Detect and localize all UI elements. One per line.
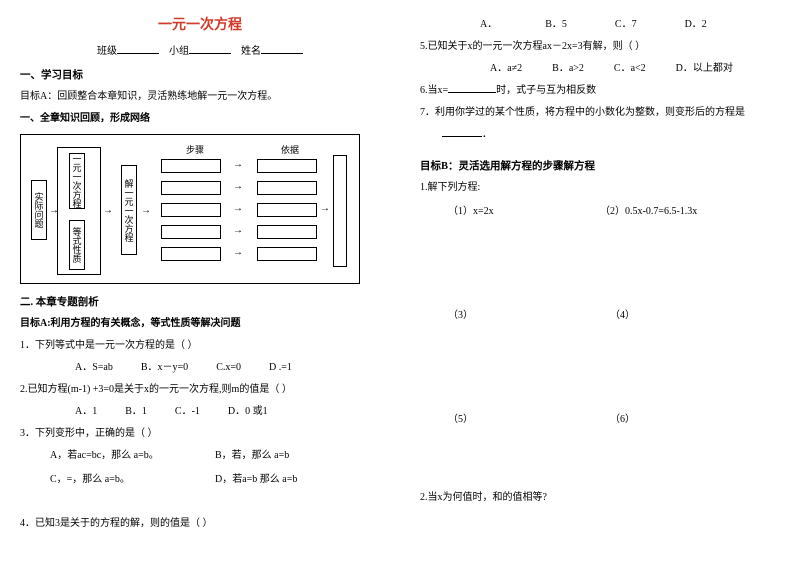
q2-c: C．-1 [175, 403, 200, 421]
b1-sub6: （6） [600, 411, 780, 429]
question-4: 4．已知3是关于的方程的解，则的值是（ ） [20, 515, 380, 533]
q1-b: B．x－y=0 [141, 359, 188, 377]
q6-pre: 6.当x= [420, 85, 448, 96]
goal-a-line: 目标A：回顾整合本章知识，灵活熟练地解一元一次方程。 [20, 88, 380, 106]
group-blank[interactable] [189, 44, 231, 54]
diag-label-basis: 依据 [281, 143, 299, 156]
q2-b: B．1 [125, 403, 147, 421]
page-title: 一元一次方程 [20, 14, 380, 34]
question-1-choices: A．S=ab B．x－y=0 C.x=0 D .=1 [20, 359, 380, 377]
question-6: 6.当x= 时，式子与互为相反数 [420, 82, 780, 100]
diag-step-box [161, 159, 221, 173]
question-7: 7．利用你学过的某个性质，将方程中的小数化为整数，则变形后的方程是 [420, 104, 780, 122]
b1-sub2: （2）0.5x-0.7=6.5-1.3x [600, 203, 780, 221]
diag-result-box [333, 155, 347, 267]
b1-sub5: （5） [420, 411, 600, 429]
arrow-icon: → [320, 203, 330, 214]
question-2-choices: A．1 B．1 C．-1 D．0 或1 [20, 403, 380, 421]
arrow-icon: → [233, 203, 243, 214]
arrow-icon: → [233, 247, 243, 258]
diag-box-topic: 实际问题 [31, 180, 47, 240]
knowledge-diagram: 实际问题 一元一次方程 等式性质 解一元一次方程 → → → 步骤 依据 → →… [20, 134, 360, 284]
group-label: 小组 [169, 46, 189, 57]
q4-b: B．5 [545, 16, 567, 34]
question-5-choices: A．a≠2 B．a>2 C．a<2 D．以上都对 [420, 60, 780, 78]
section-2-heading: 一、全章知识回顾，形成网络 [20, 110, 380, 128]
arrow-icon: → [49, 205, 59, 216]
q2-d: D．0 或1 [228, 403, 268, 421]
arrow-icon: → [233, 159, 243, 170]
q5-b: B．a>2 [552, 60, 584, 78]
diag-basis-box [257, 225, 317, 239]
q3-a: A，若ac=bc，那么 a=b。 [50, 447, 215, 465]
diag-box-eq1: 一元一次方程 [69, 153, 85, 209]
q5-a: A．a≠2 [490, 60, 522, 78]
diag-basis-box [257, 203, 317, 217]
q2-a: A．1 [75, 403, 97, 421]
q1-a: A．S=ab [75, 359, 113, 377]
q4-d: D．2 [685, 16, 707, 34]
target-b-heading: 目标B：灵活选用解方程的步骤解方程 [420, 158, 780, 173]
q1-c: C.x=0 [216, 359, 241, 377]
q4-a: A． [480, 16, 497, 34]
diag-step-box [161, 225, 221, 239]
question-2: 2.已知方程(m-1) +3=0是关于x的一元一次方程,则m的值是（ ） [20, 381, 380, 399]
question-3: 3．下列变形中，正确的是（ ） [20, 425, 380, 443]
q5-c: C．a<2 [614, 60, 646, 78]
diag-box-prop: 等式性质 [69, 220, 85, 270]
section-3-heading: 二. 本章专题剖析 [20, 294, 380, 309]
b1-sub4: （4） [600, 307, 780, 325]
q3-b: B，若，那么 a=b [215, 447, 380, 465]
diag-basis-box [257, 181, 317, 195]
arrow-icon: → [233, 225, 243, 236]
arrow-icon: → [103, 205, 113, 216]
question-3-choices: A，若ac=bc，那么 a=b。 B，若，那么 a=b C，=，那么 a=b。 … [20, 447, 380, 489]
section-1-heading: 一、学习目标 [20, 67, 380, 82]
q6-post: 时，式子与互为相反数 [496, 85, 596, 96]
diag-basis-box [257, 247, 317, 261]
q5-d: D．以上都对 [676, 60, 733, 78]
b-question-1: 1.解下列方程: [420, 179, 780, 197]
question-7-blank[interactable]: ． [420, 126, 780, 144]
class-blank[interactable] [117, 44, 159, 54]
b1-sub1: （1）x=2x [420, 203, 600, 221]
question-1: 1．下列等式中是一元一次方程的是（ ） [20, 337, 380, 355]
b1-sub3: （3） [420, 307, 600, 325]
goal-a-text: 回顾整合本章知识，灵活熟练地解一元一次方程。 [57, 91, 277, 102]
diag-step-box [161, 247, 221, 261]
class-label: 班级 [97, 46, 117, 57]
sec2-prefix: 一、全章知识回顾，形成 [20, 113, 130, 124]
diag-step-box [161, 203, 221, 217]
q6-blank[interactable] [448, 83, 496, 93]
form-row: 班级 小组 姓名 [20, 42, 380, 57]
arrow-icon: → [141, 205, 151, 216]
q3-d: D，若a=b 那么 a=b [215, 471, 380, 489]
diag-box-solve: 解一元一次方程 [121, 165, 137, 255]
q4-c: C．7 [615, 16, 637, 34]
goal-a-prefix: 目标A： [20, 91, 57, 102]
diag-step-box [161, 181, 221, 195]
arrow-icon: → [233, 181, 243, 192]
question-4-choices: A． B．5 C．7 D．2 [420, 16, 780, 34]
diag-basis-box [257, 159, 317, 173]
sec2-bold: 网络 [130, 113, 150, 124]
name-label: 姓名 [241, 46, 261, 57]
target-a-heading: 目标A:利用方程的有关概念，等式性质等解决问题 [20, 315, 380, 333]
name-blank[interactable] [261, 44, 303, 54]
b-question-2: 2.当x为何值时，和的值相等? [420, 489, 780, 507]
q1-d: D .=1 [269, 359, 292, 377]
diag-label-steps: 步骤 [186, 143, 204, 156]
question-5: 5.已知关于x的一元一次方程ax－2x=3有解，则（ ） [420, 38, 780, 56]
q3-c: C，=，那么 a=b。 [50, 471, 215, 489]
